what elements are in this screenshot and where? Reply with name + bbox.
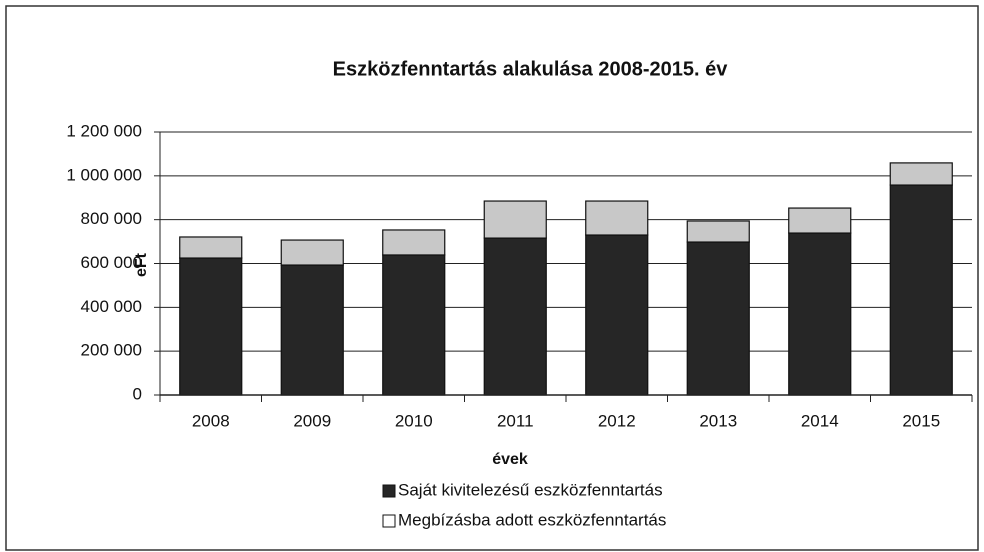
y-tick-label: 600 000 <box>81 253 142 272</box>
x-tick-label: 2011 <box>497 411 534 430</box>
bar-segment <box>889 162 953 186</box>
y-tick-label: 200 000 <box>81 341 142 360</box>
y-axis-label: eFt <box>133 252 150 277</box>
bar-segment <box>382 254 446 396</box>
legend-label: Saját kivitelezésű eszközfenntartás <box>398 480 663 499</box>
bar-segment <box>483 200 547 239</box>
y-tick-label: 0 <box>133 384 142 403</box>
bar-segment <box>585 234 649 396</box>
bar-segment <box>382 229 446 256</box>
x-tick-label: 2015 <box>902 411 940 430</box>
y-tick-label: 1 200 000 <box>66 121 142 140</box>
bar-segment <box>280 264 344 396</box>
x-tick-label: 2010 <box>395 411 433 430</box>
bar-segment <box>788 207 852 234</box>
legend-swatch <box>382 514 396 528</box>
bar-segment <box>585 200 649 236</box>
x-axis-label: évek <box>492 451 528 468</box>
x-tick-label: 2009 <box>293 411 331 430</box>
legend-label: Megbízásba adott eszközfenntartás <box>398 510 666 529</box>
bar-segment <box>179 257 243 396</box>
bar-segment <box>788 232 852 396</box>
legend-swatch <box>382 484 396 498</box>
bar-segment <box>686 220 750 243</box>
x-tick-label: 2013 <box>699 411 737 430</box>
bar-segment <box>483 237 547 396</box>
x-tick-label: 2012 <box>598 411 636 430</box>
y-tick-label: 1 000 000 <box>66 165 142 184</box>
chart-title: Eszközfenntartás alakulása 2008-2015. év <box>333 58 729 80</box>
bar-segment <box>686 241 750 396</box>
bar-segment <box>280 239 344 266</box>
bar-segment <box>179 236 243 259</box>
x-tick-label: 2008 <box>192 411 230 430</box>
x-tick-label: 2014 <box>801 411 839 430</box>
bar-segment <box>889 184 953 396</box>
y-tick-label: 400 000 <box>81 297 142 316</box>
y-tick-label: 800 000 <box>81 209 142 228</box>
